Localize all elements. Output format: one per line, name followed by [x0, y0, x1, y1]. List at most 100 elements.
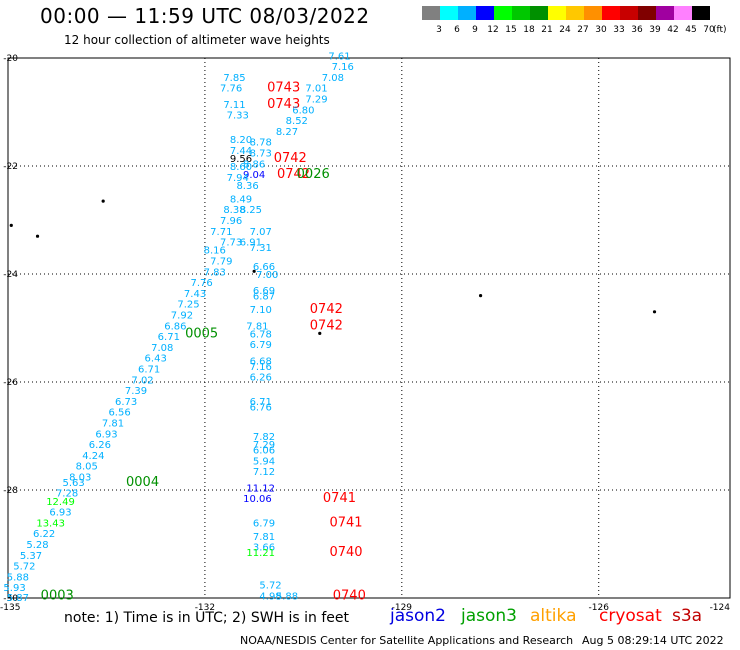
color-scale-label: 24 — [559, 25, 571, 35]
color-scale-unit: (ft) — [713, 25, 727, 35]
color-scale-label: 45 — [685, 25, 696, 35]
color-scale-label: 15 — [505, 25, 516, 35]
wave-height-label: 7.76 — [220, 84, 242, 95]
legend-satellite-s3a: s3a — [672, 606, 703, 626]
wave-height-label: 5.88 — [276, 591, 298, 602]
island-marker — [9, 223, 13, 227]
wave-height-label: 7.82 — [253, 432, 275, 443]
wave-height-label: 5.72 — [259, 581, 281, 592]
wave-height-label: 6.06 — [253, 446, 275, 457]
wave-height-label: 7.85 — [223, 73, 245, 84]
pass-id-label: 0026 — [297, 167, 330, 182]
color-scale-label: 42 — [667, 25, 678, 35]
wave-height-label: 7.96 — [220, 216, 242, 227]
wave-height-label: 7.92 — [171, 311, 193, 322]
wave-height-label: 7.08 — [322, 73, 344, 84]
wave-height-label: 6.43 — [145, 354, 167, 365]
wave-height-label: 11.12 — [246, 483, 275, 494]
color-swatch — [530, 6, 548, 20]
wave-height-label: 5.87 — [7, 593, 29, 604]
longitude-tick-label: -132 — [195, 603, 215, 613]
wave-height-label: 6.73 — [115, 397, 137, 408]
wave-height-label: 5.63 — [63, 478, 85, 489]
wave-height-label: 6.78 — [250, 329, 272, 340]
longitude-tick-label: -129 — [392, 603, 413, 613]
island-marker — [318, 331, 322, 335]
wave-height-label: 9.04 — [243, 170, 265, 181]
page-subtitle: 12 hour collection of altimeter wave hei… — [64, 33, 330, 47]
island-marker — [35, 234, 40, 238]
island-marker — [652, 310, 657, 314]
color-swatch — [638, 6, 656, 20]
pass-id-label: 0742 — [277, 167, 310, 182]
color-scale-label: 9 — [472, 25, 478, 35]
color-swatch — [656, 6, 674, 20]
wave-height-label: 7.31 — [250, 243, 272, 254]
color-scale-label: 70 — [703, 25, 715, 35]
latitude-tick-label: -30 — [3, 594, 18, 604]
wave-height-label: 5.94 — [253, 456, 275, 467]
wave-height-label: 7.02 — [131, 375, 153, 386]
wave-height-label: 6.79 — [250, 340, 272, 351]
wave-height-label: 7.25 — [177, 300, 199, 311]
wave-height-label: 7.73 — [220, 238, 242, 249]
wave-height-label: 6.80 — [292, 105, 314, 116]
wave-height-label: 8.20 — [230, 135, 252, 146]
pass-id-label: 0743 — [267, 97, 300, 112]
wave-height-label: 7.11 — [223, 100, 245, 111]
latitude-tick-label: -26 — [3, 378, 18, 388]
color-scale-label: 39 — [649, 25, 661, 35]
footer-credit: NOAA/NESDIS Center for Satellite Applica… — [240, 634, 574, 647]
wave-height-label: 6.26 — [250, 373, 272, 384]
color-scale-label: 36 — [631, 25, 643, 35]
wave-height-label: 7.79 — [210, 257, 232, 268]
longitude-tick-label: -124 — [710, 603, 731, 613]
wave-height-label: 8.52 — [286, 116, 308, 127]
wave-height-label: 6.71 — [138, 365, 160, 376]
pass-id-label: 0740 — [333, 588, 366, 603]
wave-height-label: 8.27 — [276, 127, 298, 138]
wave-height-label: 7.39 — [125, 386, 147, 397]
color-swatch — [422, 6, 440, 20]
wave-height-label: 8.16 — [204, 246, 226, 257]
wave-height-label: 7.10 — [250, 305, 272, 316]
wave-height-label: 7.71 — [210, 227, 232, 238]
wave-height-label: 6.93 — [49, 508, 71, 519]
page-title: 00:00 — 11:59 UTC 08/03/2022 — [40, 4, 370, 28]
wave-height-label: 8.86 — [243, 159, 265, 170]
wave-height-label: 5.72 — [13, 562, 35, 573]
color-swatch — [494, 6, 512, 20]
color-swatch — [476, 6, 494, 20]
longitude-tick-label: -135 — [0, 603, 20, 613]
wave-height-label: 7.08 — [151, 343, 173, 354]
wave-height-label: 7.76 — [190, 278, 212, 289]
wave-height-label: 8.60 — [230, 162, 252, 173]
map-frame — [7, 57, 731, 599]
wave-height-label: 7.00 — [256, 270, 278, 281]
color-scale-label: 21 — [541, 25, 552, 35]
wave-height-label: 7.83 — [204, 267, 226, 278]
pass-id-label: 0740 — [329, 545, 362, 560]
color-swatch — [602, 6, 620, 20]
wave-height-label: 7.81 — [246, 321, 268, 332]
latitude-tick-label: -20 — [3, 54, 18, 64]
color-scale-label: 27 — [577, 25, 588, 35]
wave-height-label: 7.07 — [250, 227, 272, 238]
latitude-tick-label: -28 — [3, 486, 18, 496]
color-scale-label: 6 — [454, 25, 460, 35]
longitude-tick-label: -126 — [589, 603, 610, 613]
island-marker — [252, 269, 256, 273]
color-swatch — [512, 6, 530, 20]
wave-height-label: 8.73 — [250, 149, 272, 160]
wave-height-label: 6.76 — [250, 402, 272, 413]
wave-height-label: 6.71 — [250, 397, 272, 408]
wave-height-label: 7.28 — [56, 489, 78, 500]
pass-id-label: 0742 — [310, 318, 343, 333]
latitude-tick-label: -24 — [3, 270, 18, 280]
wave-height-label: 12.49 — [46, 497, 75, 508]
wave-height-label: 8.25 — [240, 205, 262, 216]
wave-height-label: 10.06 — [243, 494, 272, 505]
color-swatch — [566, 6, 584, 20]
color-swatch — [458, 6, 476, 20]
pass-id-label: 0742 — [274, 151, 307, 166]
